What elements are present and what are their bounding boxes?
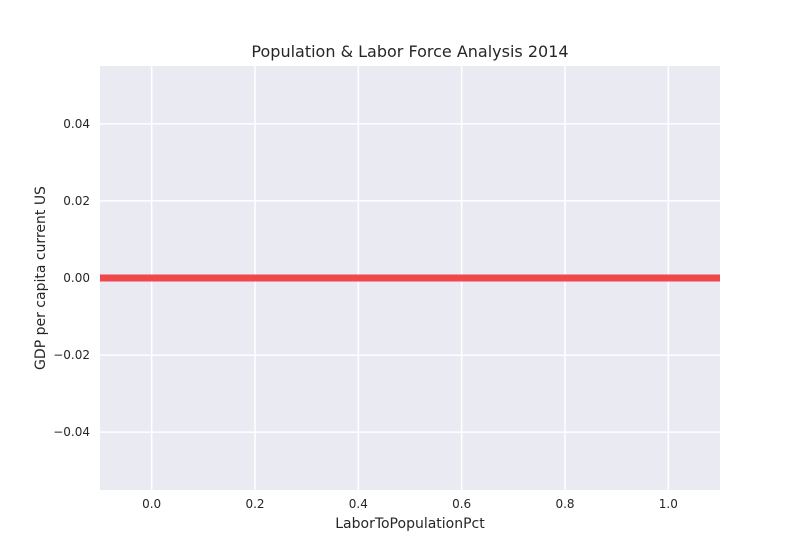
y-tick-label: 0.00 xyxy=(63,271,90,285)
x-tick-label: 1.0 xyxy=(659,497,678,511)
y-tick-label: 0.04 xyxy=(63,117,90,131)
x-tick-label: 0.4 xyxy=(349,497,368,511)
x-tick-label: 0.2 xyxy=(245,497,264,511)
y-tick-label: −0.04 xyxy=(53,425,90,439)
x-axis-label: LaborToPopulationPct xyxy=(335,516,485,532)
y-tick-label: −0.02 xyxy=(53,348,90,362)
x-tick-label: 0.6 xyxy=(452,497,471,511)
y-tick-labels: −0.04 −0.02 0.00 0.02 0.04 xyxy=(53,117,90,439)
y-axis-label: GDP per capita current US xyxy=(33,186,49,370)
x-tick-label: 0.0 xyxy=(142,497,161,511)
x-tick-labels: 0.0 0.2 0.4 0.6 0.8 1.0 xyxy=(142,497,678,511)
y-tick-label: 0.02 xyxy=(63,194,90,208)
x-tick-label: 0.8 xyxy=(555,497,574,511)
chart-title: Population & Labor Force Analysis 2014 xyxy=(251,42,568,61)
